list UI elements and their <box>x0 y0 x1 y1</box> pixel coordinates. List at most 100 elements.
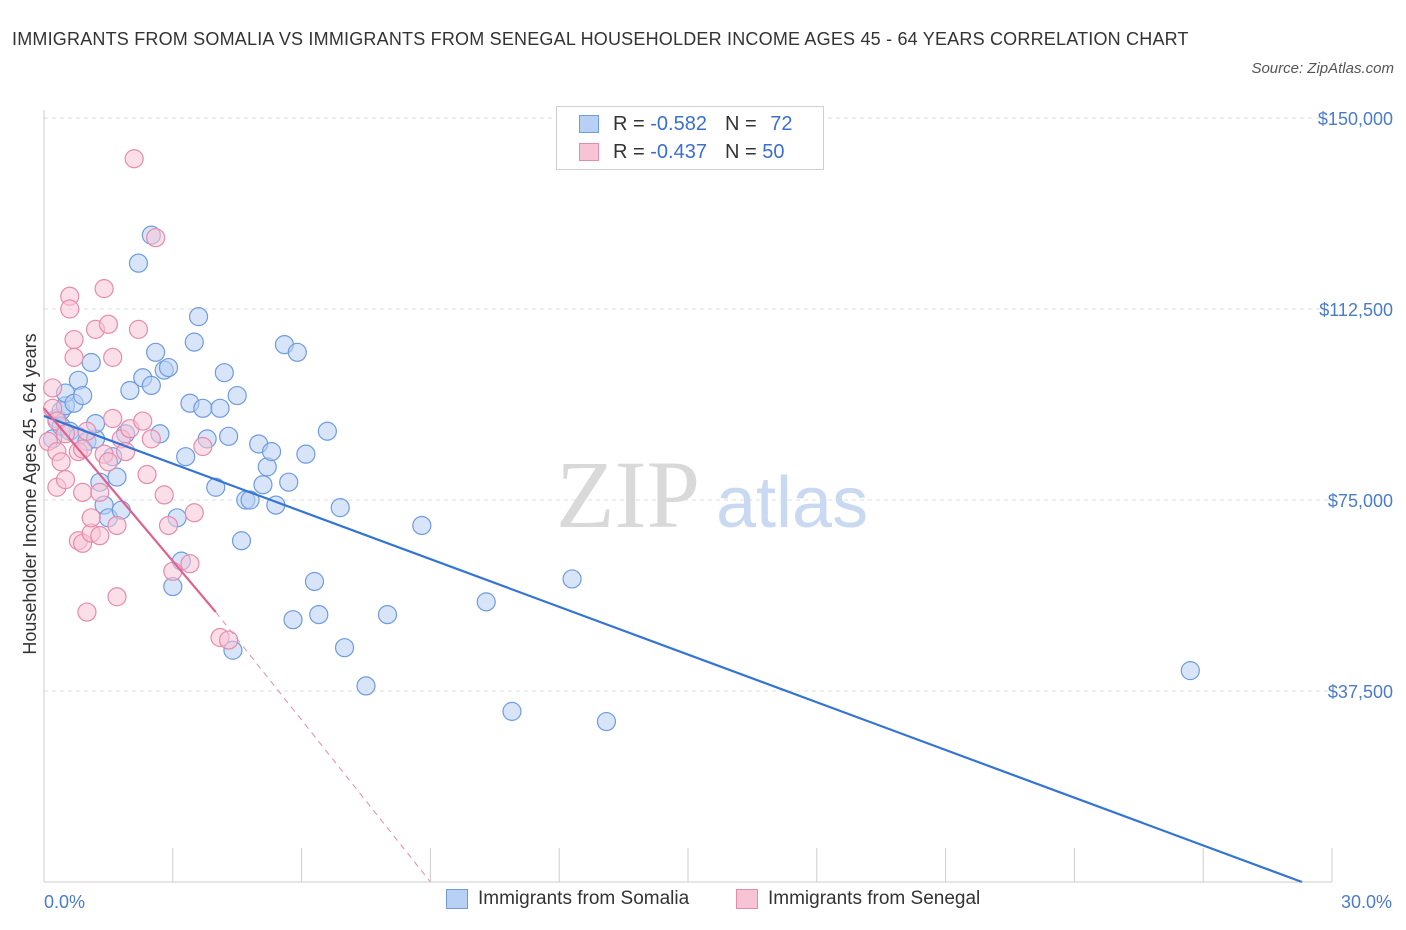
senegal-point-17 <box>73 439 93 459</box>
legend-r-value-senegal: -0.437 <box>650 140 707 163</box>
somalia-point-63 <box>334 638 355 658</box>
somalia-point-58 <box>296 444 316 464</box>
legend-n-label-senegal: N = <box>724 140 757 163</box>
senegal-point-42 <box>154 485 174 505</box>
somalia-point-52 <box>261 442 282 462</box>
somalia-point-36 <box>184 332 204 352</box>
somalia-point-62 <box>330 498 350 518</box>
somalia-point-57 <box>287 342 307 362</box>
bottom-legend-label-somalia: Immigrants from Somalia <box>478 888 690 909</box>
senegal-point-49 <box>219 630 239 650</box>
somalia-point-66 <box>412 515 432 536</box>
somalia-point-71 <box>1180 661 1200 681</box>
somalia-point-65 <box>377 604 398 625</box>
somalia-point-61 <box>317 421 337 441</box>
watermark-atlas: atlas <box>716 463 868 543</box>
legend-r-value-somalia: -0.582 <box>650 112 707 135</box>
somalia-point-45 <box>227 385 247 406</box>
chart-title: IMMIGRANTS FROM SOMALIA VS IMMIGRANTS FR… <box>12 29 1189 49</box>
somalia-point-70 <box>596 711 617 732</box>
senegal-trend-extension <box>215 611 431 883</box>
somalia-point-50 <box>253 475 273 495</box>
senegal-point-25 <box>94 279 114 299</box>
somalia-point-48 <box>240 490 260 510</box>
senegal-point-1 <box>42 378 63 398</box>
somalia-point-41 <box>210 398 230 418</box>
somalia-point-69 <box>562 569 582 589</box>
somalia-point-56 <box>283 610 303 630</box>
senegal-point-23 <box>90 526 110 546</box>
senegal-point-12 <box>64 347 84 367</box>
senegal-point-16 <box>73 482 93 502</box>
senegal-point-29 <box>103 347 123 367</box>
somalia-point-43 <box>219 426 239 446</box>
senegal-point-37 <box>128 319 149 339</box>
x-tick-label-0: 0.0% <box>44 892 85 912</box>
somalia-point-42 <box>214 363 234 383</box>
somalia-point-23 <box>128 253 149 273</box>
bottom-legend-somalia[interactable]: Immigrants from Somalia <box>446 888 689 910</box>
senegal-point-31 <box>107 587 127 607</box>
senegal-point-44 <box>163 561 183 581</box>
legend-swatch-somalia <box>579 115 599 133</box>
senegal-point-45 <box>180 554 200 574</box>
senegal-point-24 <box>90 482 110 502</box>
somalia-point-34 <box>176 447 196 467</box>
senegal-point-21 <box>81 508 101 528</box>
senegal-point-30 <box>103 408 123 429</box>
somalia-point-12 <box>81 352 101 373</box>
trend-lines <box>43 407 1303 884</box>
somalia-point-64 <box>356 676 376 696</box>
senegal-point-43 <box>158 515 179 536</box>
bottom-legend-label-senegal: Immigrants from Senegal <box>768 888 981 909</box>
y-tick-label-0: $37,500 <box>1328 682 1393 702</box>
somalia-point-68 <box>502 701 522 721</box>
correlation-legend: R = -0.582 N = 72 R = -0.437 N = 50 <box>556 106 824 170</box>
bottom-legend-swatch-somalia <box>446 889 468 909</box>
senegal-point-40 <box>141 429 161 449</box>
source-label: Source: ZipAtlas.com <box>1251 60 1394 77</box>
watermark-zip: ZIP <box>556 441 700 548</box>
bottom-legend-swatch-senegal <box>736 889 758 909</box>
somalia-point-30 <box>158 357 179 378</box>
somalia-point-38 <box>193 398 213 418</box>
senegal-point-36 <box>124 149 144 169</box>
legend-swatch-senegal <box>579 143 599 161</box>
senegal-point-11 <box>64 329 84 350</box>
somalia-point-55 <box>279 472 299 492</box>
somalia-point-22 <box>120 380 140 401</box>
x-ticks <box>172 848 1333 882</box>
senegal-point-10 <box>60 299 80 319</box>
bottom-legend-senegal[interactable]: Immigrants from Senegal <box>736 888 980 910</box>
senegal-point-39 <box>137 464 157 485</box>
senegal-point-47 <box>193 436 213 457</box>
senegal-point-8 <box>55 470 76 490</box>
legend-n-value-somalia: 72 <box>770 112 793 135</box>
legend-r-label-somalia: R = <box>613 112 645 135</box>
somalia-point-59 <box>304 571 325 592</box>
senegal-point-38 <box>133 411 153 431</box>
somalia-point-37 <box>188 307 209 327</box>
senegal-point-46 <box>184 503 204 523</box>
somalia-point-19 <box>107 467 127 487</box>
somalia-trend-line <box>43 414 1303 884</box>
y-tick-labels: $37,500 $75,000 $112,500 $150,000 <box>1318 109 1393 702</box>
legend-n-label-somalia: N = <box>724 112 757 135</box>
somalia-point-10 <box>73 385 93 406</box>
senegal-trend-line <box>43 407 217 613</box>
senegal-point-32 <box>107 515 127 536</box>
y-tick-label-2: $112,500 <box>1319 300 1393 320</box>
y-tick-label-3: $150,000 <box>1318 109 1393 129</box>
x-tick-label-1: 30.0% <box>1341 892 1392 912</box>
watermark: ZIP atlas <box>556 441 868 548</box>
senegal-point-41 <box>146 228 166 248</box>
somalia-point-27 <box>146 342 166 362</box>
y-axis-label: Householder Income Ages 45 - 64 years <box>20 333 40 654</box>
legend-row-somalia: R = -0.582 N = 72 <box>579 111 792 137</box>
somalia-point-67 <box>476 592 496 612</box>
legend-n-value-senegal: 50 <box>762 140 785 163</box>
legend-r-label-senegal: R = <box>613 140 645 163</box>
senegal-point-28 <box>98 452 119 472</box>
somalia-point-26 <box>141 375 161 395</box>
